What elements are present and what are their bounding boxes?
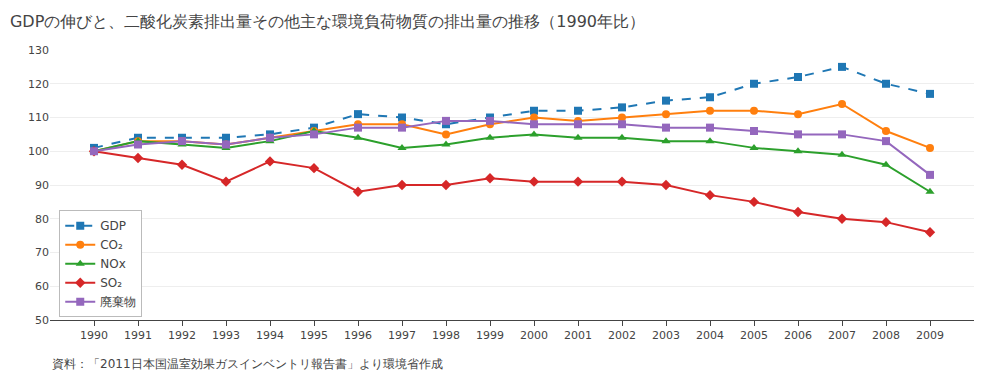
svg-text:1997: 1997 — [388, 329, 416, 342]
svg-text:1991: 1991 — [124, 329, 152, 342]
svg-text:1994: 1994 — [256, 329, 284, 342]
svg-text:120: 120 — [28, 78, 49, 91]
svg-text:NOx: NOx — [100, 257, 126, 271]
svg-text:2009: 2009 — [916, 329, 944, 342]
svg-text:2001: 2001 — [564, 329, 592, 342]
svg-text:2006: 2006 — [784, 329, 812, 342]
svg-text:GDPの伸びと、二酸化炭素排出量その他主な環境負荷物質の排出: GDPの伸びと、二酸化炭素排出量その他主な環境負荷物質の排出量の推移（1990年… — [10, 12, 645, 31]
svg-text:50: 50 — [35, 314, 49, 327]
svg-text:1990: 1990 — [80, 329, 108, 342]
svg-text:80: 80 — [35, 213, 49, 226]
svg-text:2008: 2008 — [872, 329, 900, 342]
svg-text:110: 110 — [28, 111, 49, 124]
svg-text:2000: 2000 — [520, 329, 548, 342]
svg-text:1999: 1999 — [476, 329, 504, 342]
svg-text:1992: 1992 — [168, 329, 196, 342]
svg-text:2003: 2003 — [652, 329, 680, 342]
svg-text:GDP: GDP — [100, 219, 126, 233]
svg-text:90: 90 — [35, 179, 49, 192]
svg-text:70: 70 — [35, 246, 49, 259]
svg-text:60: 60 — [35, 280, 49, 293]
svg-text:2002: 2002 — [608, 329, 636, 342]
svg-text:CO₂: CO₂ — [100, 238, 123, 252]
svg-text:SO₂: SO₂ — [100, 276, 122, 290]
svg-text:1993: 1993 — [212, 329, 240, 342]
svg-text:資料：「2011日本国温室効果ガスインベントリ報告書」より環: 資料：「2011日本国温室効果ガスインベントリ報告書」より環境省作成 — [52, 357, 443, 371]
svg-text:2007: 2007 — [828, 329, 856, 342]
svg-text:廃棄物: 廃棄物 — [100, 295, 136, 309]
svg-text:100: 100 — [28, 145, 49, 158]
svg-text:1995: 1995 — [300, 329, 328, 342]
svg-text:130: 130 — [28, 44, 49, 57]
svg-text:1996: 1996 — [344, 329, 372, 342]
svg-text:1998: 1998 — [432, 329, 460, 342]
svg-text:2005: 2005 — [740, 329, 768, 342]
svg-text:2004: 2004 — [696, 329, 724, 342]
